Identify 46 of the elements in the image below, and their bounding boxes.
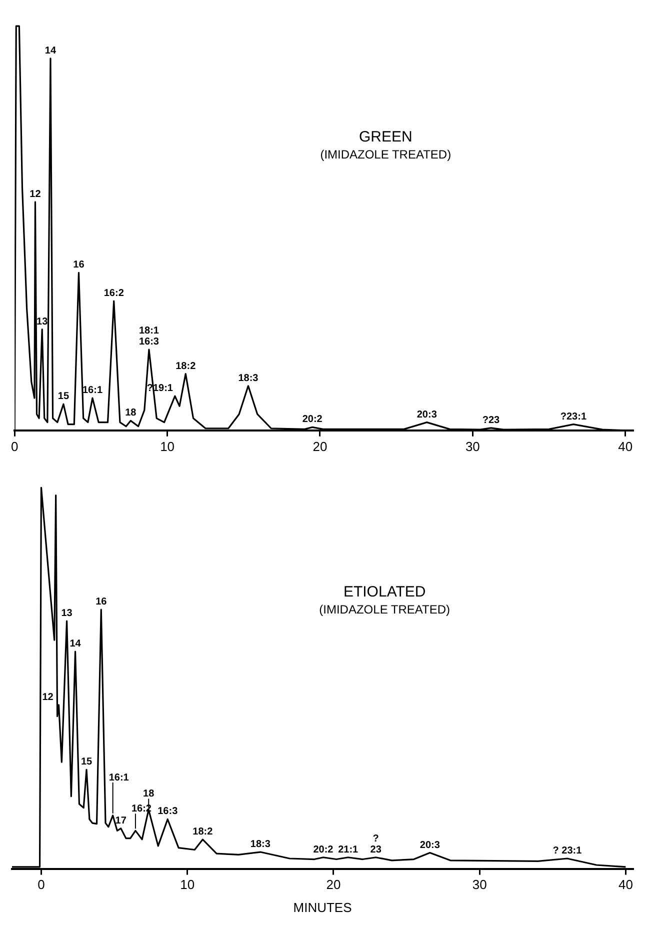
annotation: ? 23 <box>370 833 382 856</box>
annotation: 21:1 <box>338 844 359 856</box>
annotation: 18:3 <box>238 372 259 384</box>
annotation: 16:3 <box>158 806 178 818</box>
annotation: 16:2 <box>104 288 124 300</box>
annotation: 16 <box>96 596 108 608</box>
annotation: 20:3 <box>420 840 440 851</box>
x-tick-label: 30 <box>472 877 487 892</box>
annotation: ? 23:1 <box>552 846 582 857</box>
text: ETIOLATED <box>343 584 426 601</box>
annotation: 18:1 16:3 <box>138 326 160 348</box>
annotation: 18:3 <box>250 839 271 850</box>
annotation: 20:2 <box>313 844 334 856</box>
annotation: 16:1 <box>108 772 130 784</box>
annotation: 20:2 <box>302 414 323 426</box>
x-tick-label: 20 <box>326 877 341 892</box>
x-axis-title: MINUTES <box>293 900 352 915</box>
annotation: 15 <box>58 391 70 402</box>
text: GREEN <box>358 128 412 146</box>
annotation: 14 <box>70 638 82 650</box>
x-tick-label: 0 <box>11 438 18 454</box>
annotation: 20:3 <box>416 409 438 420</box>
annotation: 14 <box>44 45 56 56</box>
annotation: 13 <box>36 316 48 328</box>
x-tick-label: 0 <box>38 877 45 892</box>
annotation: 18:2 <box>176 360 196 372</box>
x-tick-label: 10 <box>180 877 195 892</box>
x-tick-label: 40 <box>618 438 633 454</box>
annotation: 17 <box>115 815 127 826</box>
annotation: 13 <box>61 608 73 620</box>
annotation: ?23:1 <box>560 411 587 422</box>
annotation: 18:2 <box>192 826 214 838</box>
annotation: 16 <box>73 260 85 271</box>
x-tick-label: 10 <box>160 438 175 454</box>
annotation: 12 <box>30 188 42 200</box>
x-tick-label: 30 <box>465 438 480 454</box>
text: (IMIDAZOLE TREATED) <box>319 602 450 617</box>
annotation: 12 <box>42 692 54 703</box>
annotation: 18 <box>125 408 137 419</box>
x-tick-label: 40 <box>618 877 633 892</box>
annotation: 16:1 <box>82 385 103 396</box>
text: (IMIDAZOLE TREATED) <box>320 148 452 162</box>
x-tick-label: 20 <box>312 438 328 454</box>
annotation: 18 <box>143 788 155 800</box>
annotation: 15 <box>80 756 93 768</box>
annotation: ?23 <box>482 414 500 426</box>
